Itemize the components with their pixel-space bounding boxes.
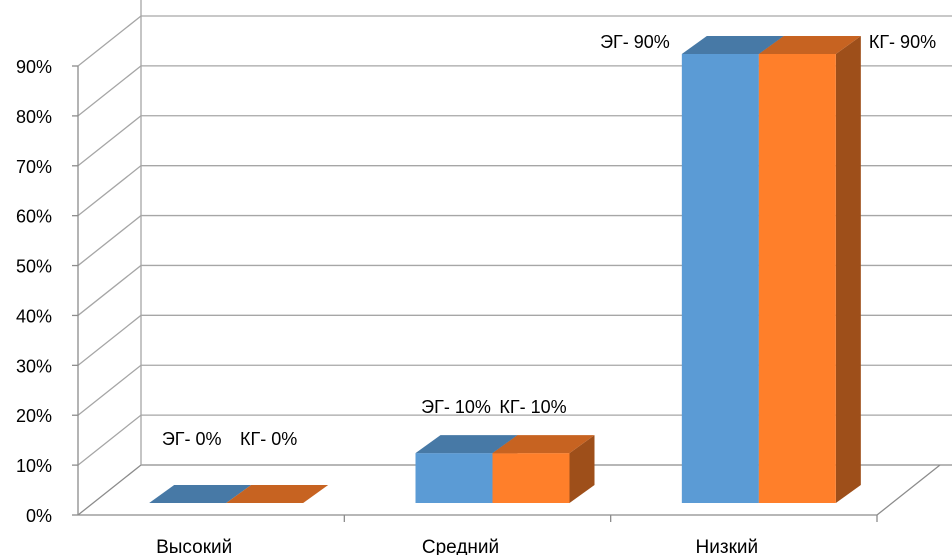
data-label: ЭГ- 0% [162, 429, 222, 449]
y-tick-label: 70% [16, 157, 52, 177]
data-label: КГ- 0% [240, 429, 297, 449]
y-tick-label: 10% [16, 456, 52, 476]
x-tick-label: Средний [422, 537, 499, 555]
y-tick-label: 50% [16, 257, 52, 277]
x-tick-label: Низкий [696, 537, 759, 555]
axes [72, 0, 941, 522]
x-tick-label: Высокий [156, 537, 232, 555]
bar-кг [492, 435, 595, 503]
bar-кг [226, 485, 329, 503]
y-tick-label: 30% [16, 356, 52, 376]
data-label: ЭГ- 90% [600, 32, 670, 52]
y-tick-label: 60% [16, 207, 52, 227]
bar-эг [149, 485, 252, 503]
bar-кг [758, 36, 861, 503]
data-label: ЭГ- 10% [421, 397, 491, 417]
y-tick-label: 40% [16, 306, 52, 326]
data-label: КГ- 90% [869, 32, 936, 52]
y-tick-label: 0% [26, 506, 52, 526]
y-tick-label: 20% [16, 406, 52, 426]
labels: 0% 10% 20% 30% 40% 50% 60% 70% 80% 90% Высокий ЭГ- … [16, 32, 936, 555]
bars [149, 36, 861, 503]
y-tick-label: 80% [16, 107, 52, 127]
y-tick-label: 90% [16, 57, 52, 77]
data-label: КГ- 10% [499, 397, 566, 417]
